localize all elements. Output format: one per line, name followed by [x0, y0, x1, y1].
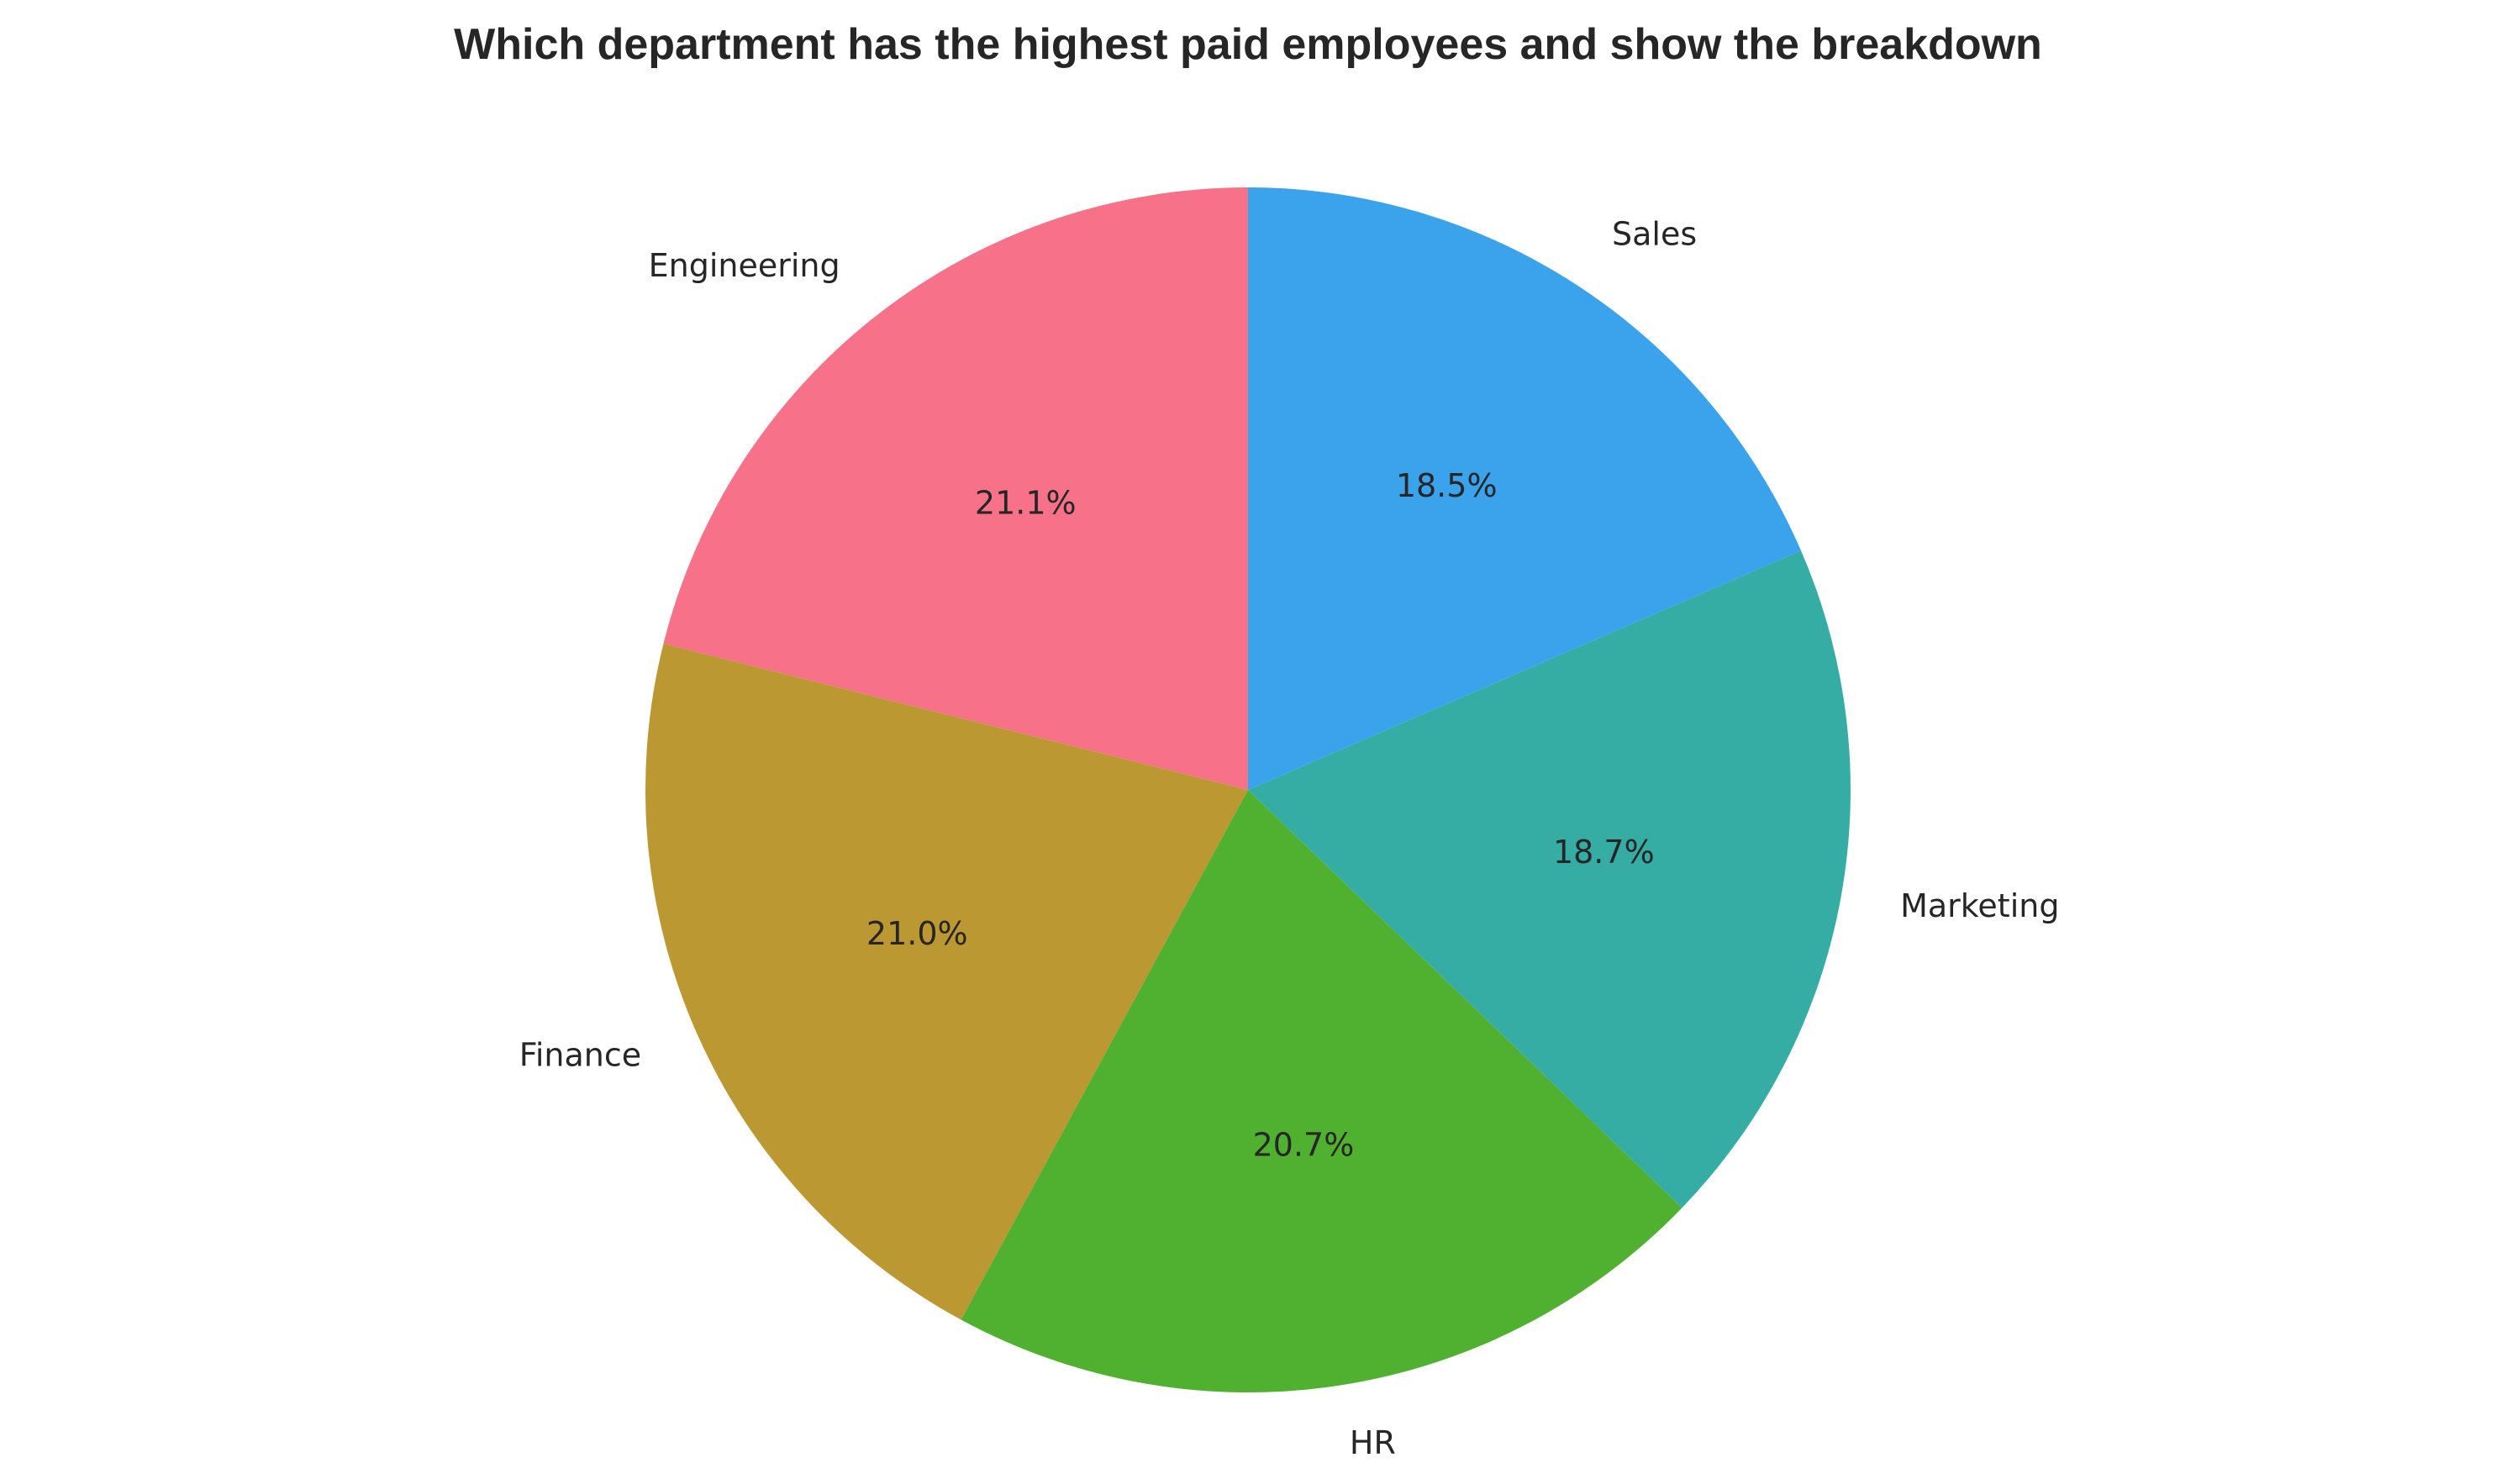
slice-value-sales: 18.5%: [1396, 467, 1498, 504]
pie-slices: [645, 187, 1851, 1392]
slice-value-finance: 21.0%: [866, 915, 968, 952]
slice-label-sales: Sales: [1612, 215, 1697, 252]
slice-value-engineering: 21.1%: [975, 484, 1077, 521]
slice-value-hr: 20.7%: [1253, 1127, 1355, 1164]
pie-slice-hr: [961, 790, 1682, 1392]
slice-label-finance: Finance: [519, 1036, 641, 1073]
slice-label-hr: HR: [1350, 1424, 1396, 1461]
slice-label-marketing: Marketing: [1900, 887, 2059, 924]
chart-title: Which department has the highest paid em…: [454, 20, 2042, 69]
pie-labels: Engineering 21.1% Finance 21.0% HR 20.7% Marke…: [519, 215, 2060, 1461]
slice-value-marketing: 18.7%: [1553, 834, 1655, 871]
pie-slice-sales: [1248, 187, 1802, 790]
pie-slice-finance: [645, 644, 1248, 1320]
slice-label-engineering: Engineering: [649, 247, 840, 284]
pie-slice-engineering: [663, 187, 1248, 790]
pie-slice-marketing: [1248, 550, 1851, 1208]
